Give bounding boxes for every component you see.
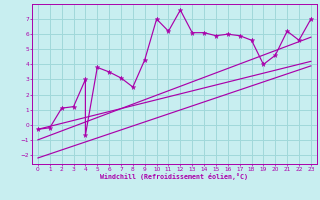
X-axis label: Windchill (Refroidissement éolien,°C): Windchill (Refroidissement éolien,°C) — [100, 173, 248, 180]
